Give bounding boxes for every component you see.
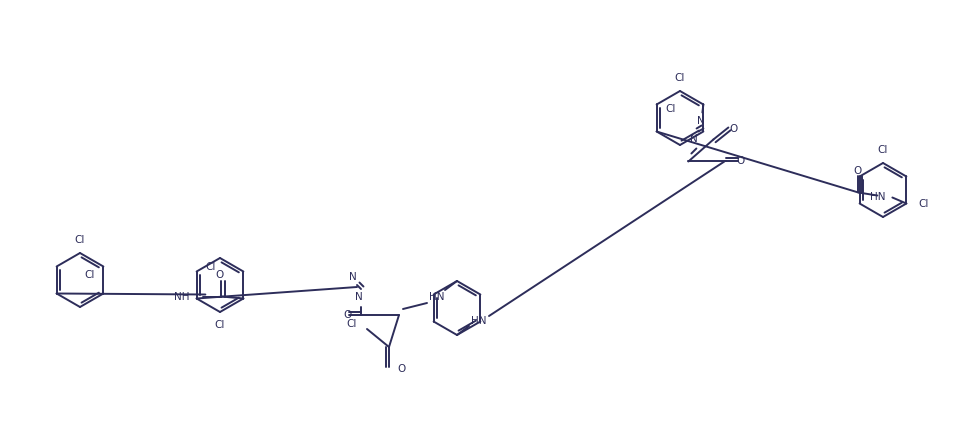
Text: Cl: Cl: [84, 269, 95, 279]
Text: Cl: Cl: [675, 73, 685, 83]
Text: HN: HN: [430, 292, 445, 302]
Text: Cl: Cl: [919, 199, 929, 209]
Text: Cl: Cl: [215, 320, 225, 330]
Text: HN: HN: [870, 191, 885, 201]
Text: O: O: [854, 166, 861, 176]
Text: N: N: [355, 292, 363, 302]
Text: Cl: Cl: [205, 262, 216, 272]
Text: N: N: [690, 134, 697, 144]
Text: Cl: Cl: [877, 145, 888, 155]
Text: O: O: [215, 269, 223, 279]
Text: O: O: [729, 125, 737, 134]
Text: Cl: Cl: [346, 319, 357, 329]
Text: O: O: [343, 310, 351, 320]
Text: HN: HN: [471, 316, 487, 326]
Text: O: O: [397, 364, 405, 374]
Text: N: N: [349, 272, 357, 282]
Text: Cl: Cl: [75, 235, 85, 245]
Text: Cl: Cl: [666, 105, 676, 115]
Text: N: N: [696, 116, 704, 126]
Text: NH: NH: [174, 292, 189, 302]
Text: O: O: [737, 157, 744, 167]
